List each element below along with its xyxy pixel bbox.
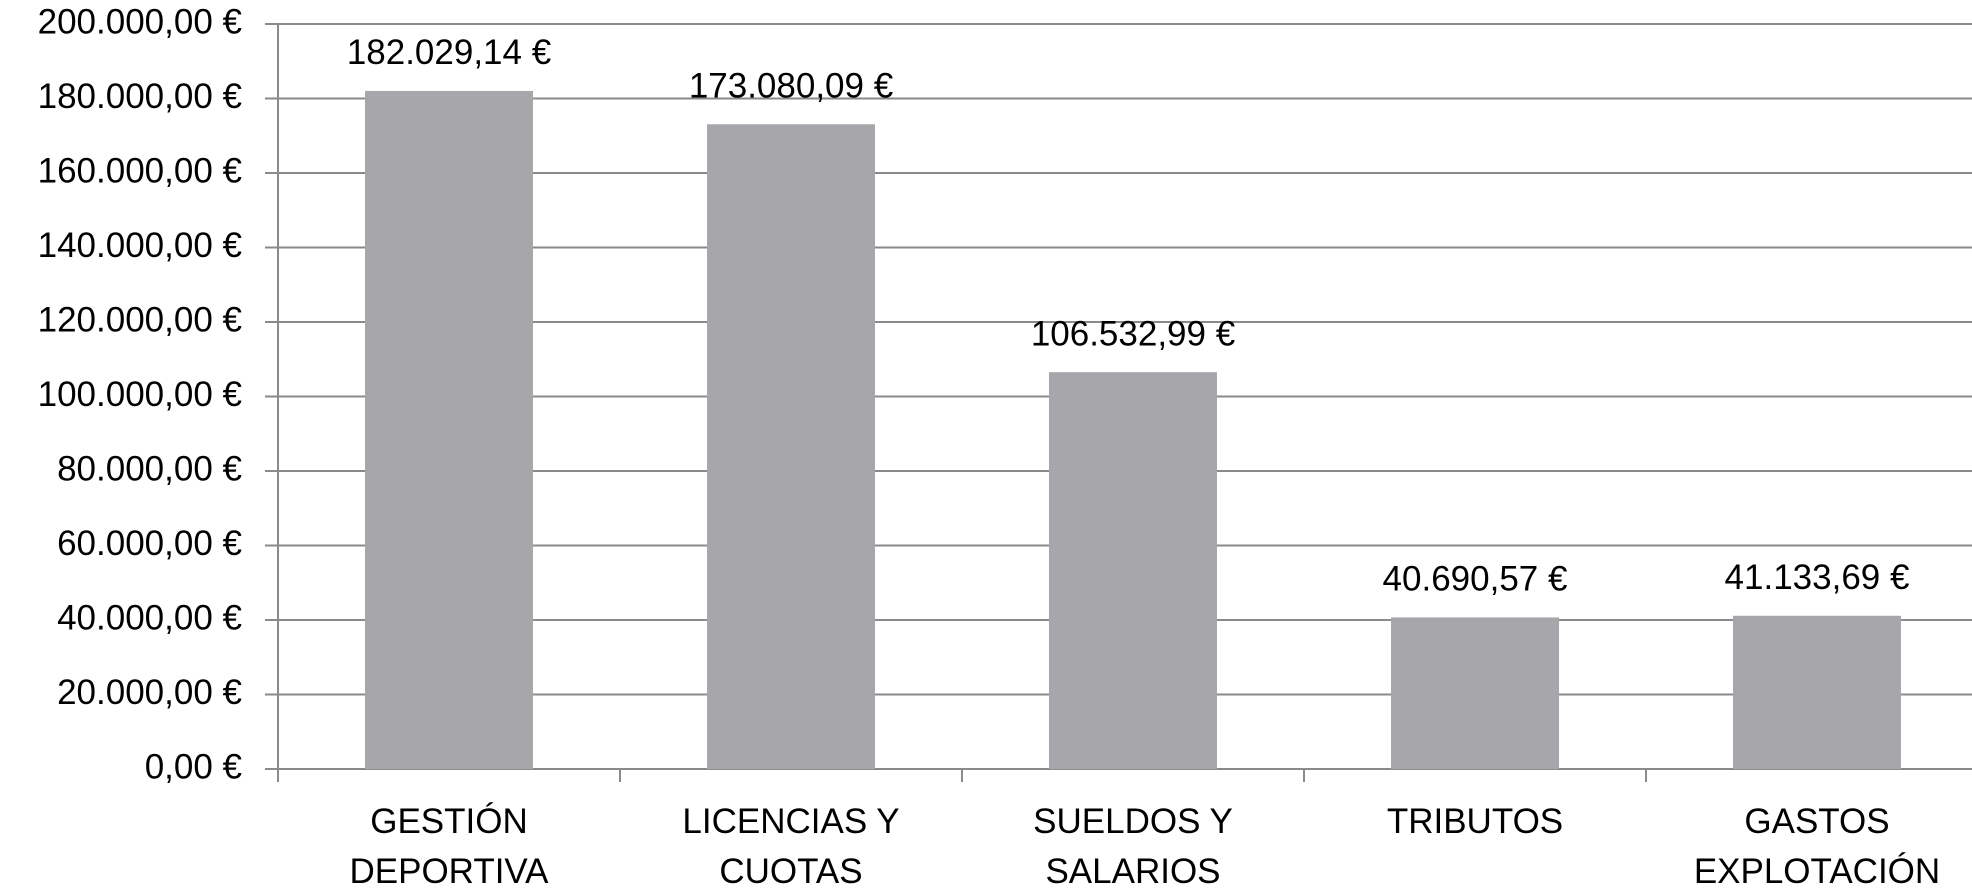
- y-tick-label: 100.000,00 €: [38, 375, 242, 414]
- x-tick-label: LICENCIAS Y CUOTAS: [682, 802, 900, 891]
- x-tick-label: GESTIÓN DEPORTIVA: [349, 802, 549, 891]
- x-tick-label: TRIBUTOS: [1386, 802, 1564, 841]
- bar: [365, 90, 533, 769]
- bar: [1733, 615, 1901, 769]
- y-tick-label: 200.000,00 €: [38, 2, 242, 41]
- y-tick-label: 80.000,00 €: [57, 449, 242, 488]
- y-tick-label: 60.000,00 €: [57, 524, 242, 563]
- bar: [707, 124, 875, 769]
- bar: [1391, 617, 1559, 769]
- bar: [1049, 372, 1217, 769]
- x-tick-label: SUELDOS Y SALARIOS: [1033, 802, 1233, 891]
- y-tick-label: 180.000,00 €: [38, 77, 242, 116]
- data-label: 173.080,09 €: [689, 67, 893, 106]
- data-label: 41.133,69 €: [1725, 558, 1910, 597]
- data-label: 40.690,57 €: [1383, 560, 1568, 599]
- y-tick-label: 120.000,00 €: [38, 300, 242, 339]
- y-tick-label: 140.000,00 €: [38, 226, 242, 265]
- y-tick-label: 20.000,00 €: [57, 673, 242, 712]
- y-tick-label: 160.000,00 €: [38, 151, 242, 190]
- y-tick-label: 0,00 €: [145, 747, 242, 786]
- data-label: 182.029,14 €: [347, 33, 551, 72]
- y-tick-label: 40.000,00 €: [57, 598, 242, 637]
- x-tick-label: GASTOS EXPLOTACIÓN: [1693, 802, 1941, 891]
- data-label: 106.532,99 €: [1031, 314, 1235, 353]
